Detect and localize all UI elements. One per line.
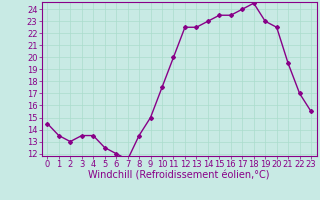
X-axis label: Windchill (Refroidissement éolien,°C): Windchill (Refroidissement éolien,°C) xyxy=(88,171,270,181)
